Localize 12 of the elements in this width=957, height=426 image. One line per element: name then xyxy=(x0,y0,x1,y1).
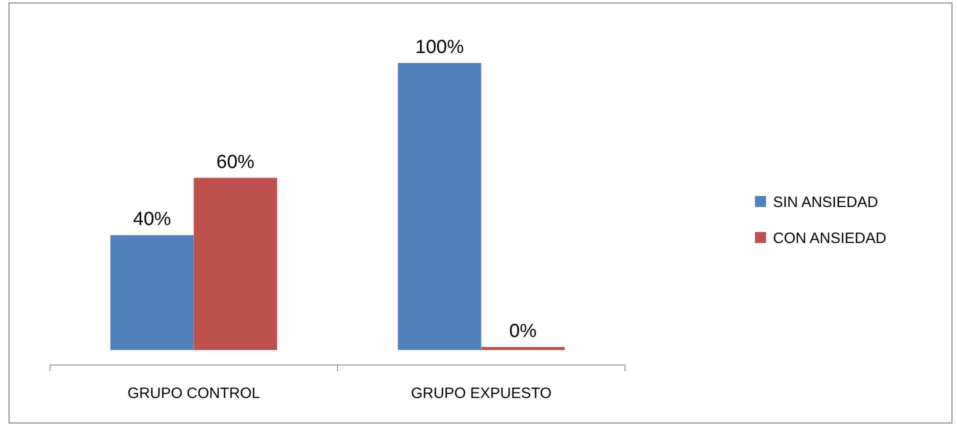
x-tick-label: GRUPO CONTROL xyxy=(127,385,260,402)
data-label: 0% xyxy=(509,321,537,342)
data-label: 100% xyxy=(415,37,464,58)
data-label: 40% xyxy=(133,209,172,230)
bar xyxy=(110,235,194,350)
bar xyxy=(481,347,565,350)
x-tick-label: GRUPO EXPUESTO xyxy=(410,385,552,402)
data-label: 60% xyxy=(216,152,255,173)
legend-label: SIN ANSIEDAD xyxy=(773,194,878,211)
bar xyxy=(194,178,278,350)
legend-label: CON ANSIEDAD xyxy=(773,230,887,247)
bar xyxy=(398,63,482,350)
